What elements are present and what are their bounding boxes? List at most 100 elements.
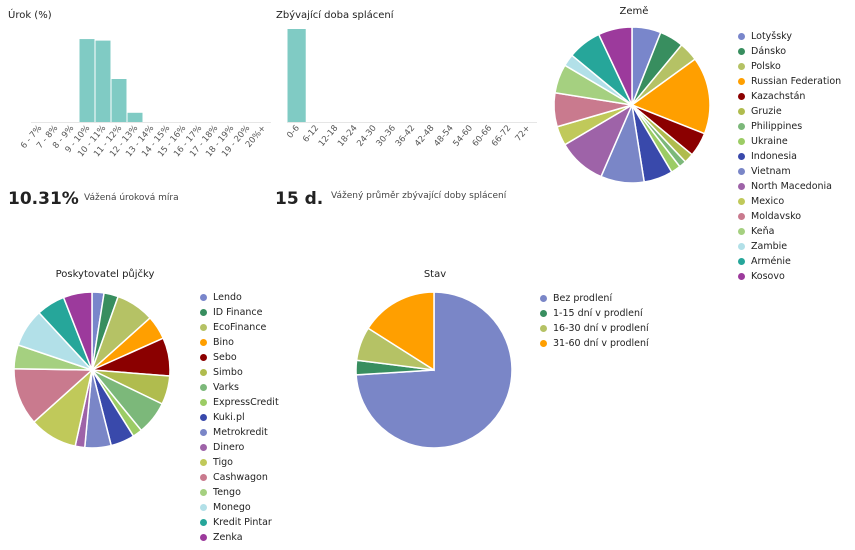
zeme-legend-swatch bbox=[738, 108, 745, 115]
zeme-legend-swatch bbox=[738, 63, 745, 70]
poskytovatel-legend-swatch bbox=[200, 534, 207, 541]
zeme-legend-label: Arménie bbox=[751, 256, 791, 267]
poskytovatel-legend-swatch bbox=[200, 294, 207, 301]
poskytovatel-legend-item[interactable]: Monego bbox=[200, 500, 279, 515]
poskytovatel-legend-item[interactable]: Bino bbox=[200, 335, 279, 350]
poskytovatel-legend: Lendo ID Finance EcoFinance Bino Sebo Simbo Va… bbox=[200, 290, 279, 545]
zeme-legend-swatch bbox=[738, 78, 745, 85]
doba-stat-value: 15 d. bbox=[275, 189, 324, 209]
zeme-legend-label: Mexico bbox=[751, 196, 785, 207]
poskytovatel-legend-label: ExpressCredit bbox=[213, 397, 279, 408]
doba-tick-label-9: 54-60 bbox=[451, 124, 475, 149]
stav-legend-item[interactable]: 16-30 dní v prodlení bbox=[540, 321, 649, 336]
poskytovatel-legend-item[interactable]: Tengo bbox=[200, 485, 279, 500]
stav-pie-chart bbox=[355, 291, 513, 449]
urok-bar-4[interactable] bbox=[95, 40, 111, 122]
stav-legend-label: 16-30 dní v prodlení bbox=[553, 323, 649, 334]
zeme-legend-swatch bbox=[738, 183, 745, 190]
poskytovatel-legend-label: Kuki.pl bbox=[213, 412, 245, 423]
zeme-legend-label: Ukraine bbox=[751, 136, 788, 147]
poskytovatel-legend-item[interactable]: Metrokredit bbox=[200, 425, 279, 440]
stav-legend-item[interactable]: Bez prodlení bbox=[540, 291, 649, 306]
poskytovatel-legend-swatch bbox=[200, 429, 207, 436]
poskytovatel-legend-swatch bbox=[200, 384, 207, 391]
poskytovatel-legend-swatch bbox=[200, 444, 207, 451]
poskytovatel-legend-item[interactable]: EcoFinance bbox=[200, 320, 279, 335]
zeme-legend-item[interactable]: Indonesia bbox=[738, 149, 841, 164]
zeme-legend-item[interactable]: Gruzie bbox=[738, 104, 841, 119]
poskytovatel-legend-label: Simbo bbox=[213, 367, 243, 378]
urok-bar-6[interactable] bbox=[127, 112, 143, 122]
poskytovatel-legend-item[interactable]: Varks bbox=[200, 380, 279, 395]
poskytovatel-legend-item[interactable]: ID Finance bbox=[200, 305, 279, 320]
zeme-legend-swatch bbox=[738, 48, 745, 55]
zeme-legend-item[interactable]: Zambie bbox=[738, 239, 841, 254]
poskytovatel-legend-item[interactable]: Simbo bbox=[200, 365, 279, 380]
doba-tick-label-10: 60-66 bbox=[471, 124, 495, 149]
zeme-legend-swatch bbox=[738, 153, 745, 160]
zeme-slice-16[interactable] bbox=[597, 26, 633, 106]
urok-bar-3[interactable] bbox=[79, 39, 95, 122]
zeme-legend-label: Kazachstán bbox=[751, 91, 806, 102]
zeme-slice-3[interactable] bbox=[630, 58, 711, 135]
urok-bar-5[interactable] bbox=[111, 79, 127, 122]
zeme-legend-item[interactable]: Moldavsko bbox=[738, 209, 841, 224]
zeme-legend-item[interactable]: North Macedonia bbox=[738, 179, 841, 194]
poskytovatel-legend-label: Bino bbox=[213, 337, 234, 348]
zeme-legend-item[interactable]: Mexico bbox=[738, 194, 841, 209]
poskytovatel-legend-item[interactable]: Lendo bbox=[200, 290, 279, 305]
poskytovatel-legend-label: Monego bbox=[213, 502, 251, 513]
poskytovatel-legend-item[interactable]: Sebo bbox=[200, 350, 279, 365]
zeme-pie-chart bbox=[553, 26, 711, 184]
poskytovatel-pie-chart bbox=[13, 291, 171, 449]
zeme-legend-label: Gruzie bbox=[751, 106, 782, 117]
stav-legend-label: 31-60 dní v prodlení bbox=[553, 338, 649, 349]
doba-tick-label-7: 42-48 bbox=[413, 124, 437, 149]
zeme-legend-item[interactable]: Vietnam bbox=[738, 164, 841, 179]
zeme-legend-item[interactable]: Philippines bbox=[738, 119, 841, 134]
poskytovatel-legend-label: Tigo bbox=[213, 457, 233, 468]
stav-legend-swatch bbox=[540, 340, 547, 347]
doba-tick-label-3: 18-24 bbox=[336, 124, 360, 149]
zeme-legend-item[interactable]: Arménie bbox=[738, 254, 841, 269]
stav-legend: Bez prodlení 1-15 dní v prodlení 16-30 dní… bbox=[540, 291, 649, 351]
poskytovatel-legend-swatch bbox=[200, 369, 207, 376]
poskytovatel-legend-label: Metrokredit bbox=[213, 427, 268, 438]
zeme-legend-item[interactable]: Lotyšsky bbox=[738, 29, 841, 44]
poskytovatel-legend-label: EcoFinance bbox=[213, 322, 267, 333]
poskytovatel-legend-item[interactable]: Tigo bbox=[200, 455, 279, 470]
urok-bar-chart: 6 - 7%7 - 8%8 - 9%9 - 10%10 - 11%11 - 12… bbox=[19, 39, 271, 159]
zeme-legend-item[interactable]: Kazachstán bbox=[738, 89, 841, 104]
doba-tick-label-4: 24-30 bbox=[355, 124, 379, 149]
stav-legend-item[interactable]: 1-15 dní v prodlení bbox=[540, 306, 649, 321]
doba-bar-0[interactable] bbox=[287, 29, 306, 122]
zeme-legend-label: Polsko bbox=[751, 61, 781, 72]
stav-legend-item[interactable]: 31-60 dní v prodlení bbox=[540, 336, 649, 351]
zeme-legend-item[interactable]: Polsko bbox=[738, 59, 841, 74]
zeme-legend-swatch bbox=[738, 228, 745, 235]
zeme-legend-item[interactable]: Ukraine bbox=[738, 134, 841, 149]
poskytovatel-legend-swatch bbox=[200, 489, 207, 496]
poskytovatel-slice-16[interactable] bbox=[62, 291, 93, 371]
zeme-chart-title: Země bbox=[619, 6, 649, 17]
poskytovatel-legend-item[interactable]: Dinero bbox=[200, 440, 279, 455]
doba-stat-label: Vážený průměr zbývající doby splácení bbox=[331, 191, 507, 201]
stav-slice-3[interactable] bbox=[367, 291, 435, 372]
zeme-legend-swatch bbox=[738, 138, 745, 145]
zeme-legend-swatch bbox=[738, 168, 745, 175]
poskytovatel-legend-label: Kredit Pintar bbox=[213, 517, 272, 528]
poskytovatel-legend-item[interactable]: Zenka bbox=[200, 530, 279, 545]
zeme-legend-item[interactable]: Kosovo bbox=[738, 269, 841, 284]
zeme-legend-swatch bbox=[738, 258, 745, 265]
poskytovatel-legend-item[interactable]: Kuki.pl bbox=[200, 410, 279, 425]
doba-tick-label-12: 72+ bbox=[513, 124, 532, 144]
zeme-legend-item[interactable]: Dánsko bbox=[738, 44, 841, 59]
poskytovatel-legend-swatch bbox=[200, 414, 207, 421]
poskytovatel-legend-label: Varks bbox=[213, 382, 239, 393]
zeme-legend-item[interactable]: Russian Federation bbox=[738, 74, 841, 89]
zeme-legend: Lotyšsky Dánsko Polsko Russian Federation Ka… bbox=[738, 29, 841, 284]
zeme-legend-item[interactable]: Keňa bbox=[738, 224, 841, 239]
poskytovatel-legend-item[interactable]: Cashwagon bbox=[200, 470, 279, 485]
poskytovatel-legend-item[interactable]: ExpressCredit bbox=[200, 395, 279, 410]
poskytovatel-legend-item[interactable]: Kredit Pintar bbox=[200, 515, 279, 530]
